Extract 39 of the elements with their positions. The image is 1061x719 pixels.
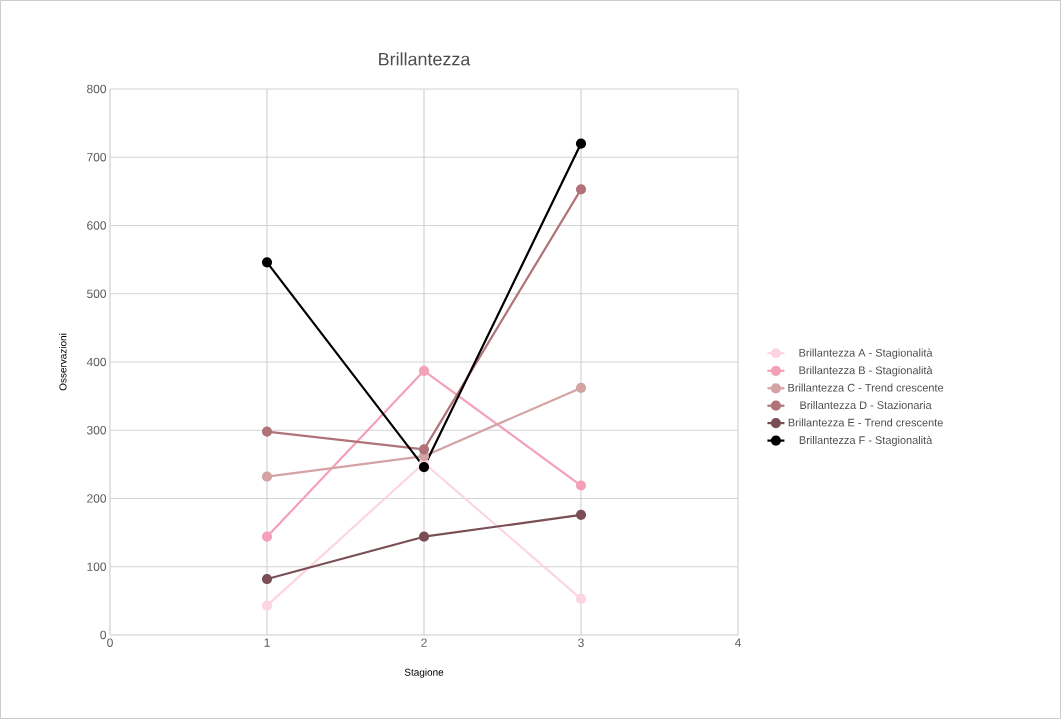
legend-label: Brillantezza D - Stazionaria (800, 400, 932, 410)
y-tick-label: 500 (87, 289, 107, 298)
y-tick-label: 300 (87, 426, 107, 435)
x-tick-label: 2 (421, 638, 427, 647)
point (418, 461, 430, 473)
y-tick-label: 400 (86, 357, 107, 367)
point (261, 471, 273, 482)
y-tick-label: 200 (87, 494, 107, 503)
chart-title: Brillantezza (379, 52, 471, 66)
point (575, 480, 587, 491)
point (261, 257, 273, 268)
y-tick-label: 100 (87, 562, 107, 571)
point (418, 531, 430, 542)
legend-label: Brillantezza B - Stagionalità (799, 366, 933, 377)
point (418, 365, 430, 376)
y-tick-label: 600 (87, 221, 107, 230)
legend-label: Brillantezza E - Trend crescente (788, 418, 943, 427)
point (418, 444, 430, 455)
legend-label: Brillantezza F - Stagionalità (799, 435, 933, 447)
y-axis-title: Osservazioni (59, 333, 67, 391)
point (261, 426, 273, 437)
y-tick-label: 700 (87, 153, 107, 162)
y-tick-label: 800 (87, 84, 107, 94)
x-tick-label: 1 (264, 638, 270, 647)
y-tick-label: 0 (100, 630, 107, 640)
point (261, 531, 273, 542)
x-axis-title: Stagione (404, 668, 444, 678)
point (575, 509, 587, 520)
point (575, 593, 587, 604)
x-tick-label: 3 (578, 638, 584, 647)
x-tick-label: 0 (107, 638, 113, 647)
legend-label: Brillantezza A - Stagionalità (799, 348, 933, 359)
x-tick-label: 4 (734, 638, 741, 647)
point (575, 184, 587, 195)
point (575, 138, 587, 149)
point (575, 382, 587, 394)
legend-label: Brillantezza C - Trend crescente (788, 383, 944, 392)
point (261, 573, 273, 585)
point (261, 600, 273, 611)
